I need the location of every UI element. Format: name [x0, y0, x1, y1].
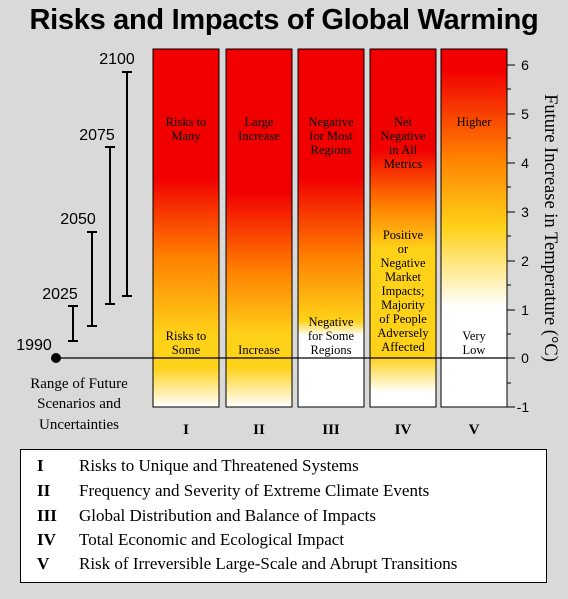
col-2-high-line: Large — [245, 115, 274, 129]
col-3-high-line: Regions — [311, 143, 352, 157]
col-1-low-line: Some — [172, 343, 201, 357]
chart-title: Risks and Impacts of Global Warming — [29, 4, 539, 36]
col-4-low-line: Affected — [381, 340, 425, 354]
axis-tick-label: 1 — [521, 302, 529, 318]
legend-numeral: III — [37, 506, 57, 525]
axis-tick-label: 4 — [521, 155, 529, 171]
legend-numeral: II — [37, 481, 51, 500]
col-4-low-line: Market — [385, 270, 422, 284]
col-4-low-line: Adversely — [377, 326, 429, 340]
legend-text: Total Economic and Ecological Impact — [79, 530, 345, 549]
legend-text: Global Distribution and Balance of Impac… — [79, 506, 376, 525]
legend-numeral: IV — [37, 530, 56, 549]
legend-box: I Risks to Unique and Threatened Systems … — [20, 449, 547, 583]
column-numeral-2: II — [253, 422, 265, 438]
scenario-caption-line: Range of Future — [30, 376, 128, 392]
col-4-low-line: or — [398, 242, 409, 256]
col-5-low-line: Low — [463, 343, 486, 357]
col-3-low-line: Negative — [308, 315, 354, 329]
legend-row: III Global Distribution and Balance of Im… — [37, 506, 376, 526]
axis-tick-label: 6 — [521, 57, 529, 73]
scenario-year-labels: 2100 2075 2050 2025 1990 — [16, 51, 135, 354]
col-4-high-line: Negative — [380, 129, 426, 143]
col-4-high-line: in All — [389, 143, 418, 157]
temperature-columns — [152, 48, 508, 408]
col-4-low-line: Positive — [383, 228, 424, 242]
col-5-high-line: Higher — [457, 115, 493, 129]
legend-row: II Frequency and Severity of Extreme Clim… — [37, 481, 429, 501]
col-3-high-line: for Most — [309, 129, 353, 143]
scenario-caption: Range of Future Scenarios and Uncertaint… — [30, 376, 128, 433]
year-label-2025: 2025 — [42, 286, 78, 303]
column-numeral-4: IV — [395, 422, 412, 438]
column-numeral-5: V — [469, 422, 480, 438]
col-4-high-line: Net — [394, 115, 413, 129]
column-2 — [225, 48, 293, 408]
col-4-low-line: of People — [379, 312, 427, 326]
col-4-high-line: Metrics — [384, 157, 422, 171]
scenario-range-bars — [68, 71, 132, 342]
legend-row: I Risks to Unique and Threatened Systems — [37, 456, 359, 476]
scenario-caption-line: Uncertainties — [39, 417, 119, 433]
column-3 — [297, 48, 365, 408]
legend-row: IV Total Economic and Ecological Impact — [37, 530, 344, 550]
col-1-low-line: Risks to — [166, 329, 207, 343]
axis-tick-label: 0 — [521, 350, 529, 366]
year-label-1990: 1990 — [16, 337, 52, 354]
col-1-high-line: Many — [171, 129, 201, 143]
legend-numeral: V — [37, 554, 50, 573]
axis-tick-label: 2 — [521, 253, 529, 269]
col-3-low-line: Regions — [311, 343, 352, 357]
col-2-low-line: Increase — [238, 343, 280, 357]
column-numeral-3: III — [322, 422, 340, 438]
legend-text: Frequency and Severity of Extreme Climat… — [79, 481, 430, 500]
col-5-low-line: Very — [462, 329, 486, 343]
reasons-for-concern-diagram: 2100 2075 2050 2025 1990 Range of Future… — [16, 48, 560, 438]
axis-tick-label: -1 — [517, 399, 530, 415]
col-2-high-line: Increase — [238, 129, 280, 143]
axis-tick-label: 3 — [521, 204, 529, 220]
col-4-low-line: Negative — [380, 256, 426, 270]
column-descriptions: Risks to Many Risks to Some Large Increa… — [166, 115, 493, 357]
baseline-dot — [51, 353, 61, 363]
year-label-2050: 2050 — [60, 211, 96, 228]
column-1 — [152, 48, 220, 408]
column-5 — [440, 48, 508, 408]
year-label-2100: 2100 — [99, 51, 135, 68]
legend-text: Risk of Irreversible Large-Scale and Abr… — [79, 554, 458, 573]
axis-tick-label: 5 — [521, 106, 529, 122]
year-label-2075: 2075 — [79, 127, 115, 144]
temperature-axis: 6 5 4 3 2 1 0 -1 Future Increase in Temp… — [506, 49, 560, 415]
column-numerals: I II III IV V — [183, 422, 480, 438]
col-1-high-line: Risks to — [166, 115, 207, 129]
column-numeral-1: I — [183, 422, 189, 438]
legend-row: V Risk of Irreversible Large-Scale and Ab… — [37, 554, 457, 574]
axis-title: Future Increase in Temperature (°C) — [540, 94, 560, 362]
legend-numeral: I — [37, 456, 44, 475]
scenario-caption-line: Scenarios and — [37, 396, 121, 412]
col-4-low-line: Majority — [381, 298, 425, 312]
col-3-low-line: for Some — [308, 329, 355, 343]
column-4 — [369, 48, 437, 408]
legend-text: Risks to Unique and Threatened Systems — [79, 456, 359, 475]
col-3-high-line: Negative — [308, 115, 354, 129]
col-4-low-line: Impacts; — [381, 284, 424, 298]
